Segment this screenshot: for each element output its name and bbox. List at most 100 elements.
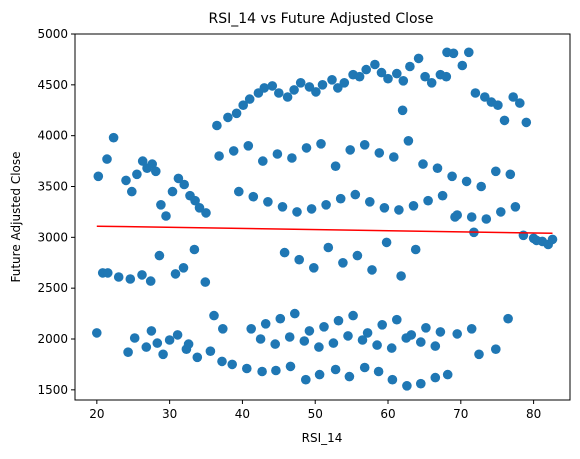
scatter-point — [323, 242, 334, 253]
scatter-point — [373, 366, 384, 377]
scatter-point — [152, 338, 163, 348]
scatter-point — [330, 364, 341, 375]
plot-frame — [74, 33, 571, 401]
scatter-point — [365, 197, 375, 207]
y-tick-label: 4500 — [37, 78, 68, 92]
scatter-point — [405, 61, 415, 72]
scatter-point — [299, 336, 310, 346]
scatter-point — [178, 263, 189, 273]
scatter-point — [430, 372, 441, 383]
scatter-point — [481, 214, 492, 224]
scatter-point — [242, 363, 252, 374]
x-axis-label: RSI_14 — [302, 431, 343, 445]
scatter-point — [267, 81, 278, 91]
scatter-point — [201, 208, 211, 218]
scatter-point — [426, 78, 437, 88]
scatter-point — [418, 159, 428, 169]
scatter-point — [372, 340, 382, 350]
scatter-point — [470, 88, 481, 98]
scatter-point — [396, 271, 406, 281]
scatter-point — [292, 207, 302, 217]
scatter-point — [338, 258, 348, 268]
scatter-point — [508, 92, 518, 102]
scatter-point — [421, 323, 431, 333]
scatter-point — [284, 332, 295, 342]
scatter-point — [147, 159, 157, 169]
scatter-point — [314, 342, 324, 352]
scatter-point — [450, 212, 460, 222]
scatter-point — [343, 331, 353, 341]
scatter-point — [466, 212, 477, 222]
scatter-point — [435, 327, 446, 337]
scatter-point — [246, 324, 256, 334]
scatter-point — [282, 92, 293, 102]
scatter-point — [137, 156, 148, 166]
scatter-point — [217, 356, 227, 367]
scatter-point — [164, 335, 175, 345]
scatter-point — [442, 369, 453, 380]
scatter-point — [389, 152, 399, 162]
chart-title: RSI_14 vs Future Adjusted Close — [209, 11, 434, 27]
scatter-point — [354, 71, 365, 82]
scatter-point — [179, 179, 189, 190]
scatter-point — [103, 268, 113, 278]
scatter-point — [316, 139, 326, 149]
y-tick-label: 3500 — [37, 180, 68, 194]
points-layer — [92, 47, 558, 391]
scatter-point — [238, 100, 248, 110]
scatter-point — [167, 186, 178, 197]
scatter-point — [271, 365, 281, 376]
scatter-point — [321, 200, 331, 210]
scatter-point — [304, 82, 315, 92]
scatter-point — [441, 71, 452, 82]
scatter-point — [416, 337, 426, 347]
y-tick-label: 1500 — [37, 383, 68, 397]
y-tick-label: 3000 — [37, 230, 68, 244]
scatter-point — [328, 338, 339, 348]
scatter-point — [480, 92, 490, 102]
scatter-point — [183, 339, 194, 349]
trend-line-layer — [96, 225, 553, 235]
scatter-point — [474, 349, 484, 360]
scatter-point — [476, 181, 487, 192]
scatter-point — [102, 154, 112, 164]
scatter-point — [156, 200, 166, 210]
scatter-point — [339, 78, 350, 88]
scatter-point — [287, 153, 297, 163]
scatter-point — [430, 341, 441, 351]
scatter-point — [344, 371, 355, 382]
scatter-point — [420, 71, 430, 82]
scatter-point — [496, 207, 506, 217]
scatter-point — [190, 195, 200, 206]
scatter-point — [200, 277, 211, 287]
scatter-point — [413, 53, 424, 64]
ticks-layer: 20 30 40 50 60 70 80 1500 2000 2500 3000 3500 4000 45… — [37, 27, 541, 421]
scatter-point — [392, 314, 402, 325]
scatter-point — [189, 244, 200, 255]
scatter-point — [248, 191, 259, 202]
scatter-point — [379, 203, 390, 213]
scatter-point — [376, 67, 387, 78]
scatter-point — [274, 88, 284, 98]
scatter-point — [255, 334, 266, 344]
y-tick-label: 2500 — [37, 281, 68, 295]
scatter-point — [319, 322, 329, 332]
scatter-point — [352, 250, 363, 261]
scatter-point — [263, 197, 273, 207]
scatter-point — [260, 319, 271, 329]
y-tick-label: 4000 — [37, 129, 68, 143]
scatter-point — [243, 141, 254, 151]
y-axis-label: Future Adjusted Close — [9, 151, 23, 282]
scatter-point — [301, 374, 311, 385]
scatter-point — [212, 120, 222, 131]
scatter-point — [327, 75, 337, 85]
scatter-point — [132, 169, 142, 180]
x-tick-label: 30 — [162, 407, 177, 421]
scatter-point — [209, 310, 219, 321]
scatter-point — [311, 87, 321, 97]
scatter-point — [214, 151, 224, 161]
scatter-point — [491, 166, 501, 177]
scatter-point — [234, 186, 244, 197]
scatter-point — [309, 263, 319, 273]
scatter-point — [370, 59, 380, 70]
